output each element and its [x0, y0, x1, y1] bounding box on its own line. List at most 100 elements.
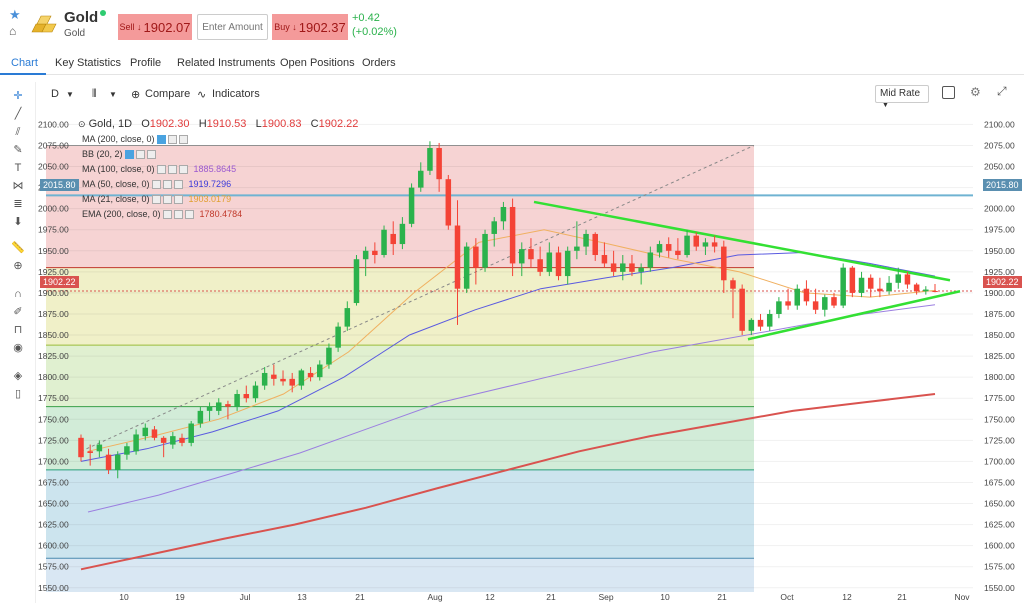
compare-button[interactable]: Compare [145, 88, 191, 100]
ema200-line [80, 393, 936, 571]
instrument-name: Gold [64, 9, 99, 26]
settings-icon[interactable] [167, 135, 177, 145]
parallel-lines-icon[interactable]: ⫽ [15, 126, 21, 138]
candle-body [252, 385, 259, 399]
tab-open-positions[interactable]: Open Positions [280, 57, 355, 69]
candle-body [243, 394, 250, 399]
y-tick-label-right: 1950.00 [984, 246, 1015, 256]
interval-select[interactable]: D [51, 88, 59, 100]
candle-body [711, 242, 718, 247]
tab-profile[interactable]: Profile [130, 57, 162, 69]
y-tick-label-right: 1675.00 [984, 477, 1015, 487]
amount-input[interactable] [197, 14, 268, 40]
high-label: H [198, 118, 207, 130]
magnet-icon[interactable]: ∩ [14, 288, 22, 300]
candle-body [831, 297, 837, 306]
trash-icon[interactable]: ▯ [14, 388, 22, 400]
text-icon[interactable]: T [14, 162, 22, 174]
buy-button[interactable]: Buy ↓ 1902.37 [272, 14, 348, 40]
lock-drawing-icon[interactable]: ✐ [13, 306, 23, 318]
chart-grid [46, 123, 973, 589]
remove-icon[interactable] [173, 195, 183, 205]
y-tick-label-left: 1700.00 [38, 456, 69, 466]
y-tick-label-right: 1775.00 [984, 393, 1015, 403]
tag-icon[interactable]: ⌂ [9, 24, 17, 38]
x-tick-label: 21 [717, 592, 727, 602]
indicator-value: 1885.8645 [193, 164, 237, 174]
trendline-icon[interactable]: ╱ [14, 108, 22, 120]
candle-body [693, 235, 700, 247]
visibility-toggle-icon[interactable] [156, 165, 166, 175]
remove-icon[interactable] [173, 180, 183, 190]
remove-icon[interactable] [184, 210, 194, 220]
candle-body [454, 225, 461, 289]
indicator-row: MA (200, close, 0) [82, 133, 188, 145]
candle-body [298, 370, 305, 386]
brush-icon[interactable]: ✎ [13, 144, 23, 156]
settings-icon[interactable] [167, 165, 177, 175]
y-tick-label-right: 1725.00 [984, 435, 1015, 445]
visibility-toggle-icon[interactable] [156, 135, 166, 145]
remove-icon[interactable] [146, 150, 156, 160]
settings-icon[interactable] [173, 210, 183, 220]
ruler-icon[interactable]: 📏 [11, 242, 25, 254]
settings-icon[interactable] [162, 195, 172, 205]
settings-icon[interactable] [162, 180, 172, 190]
candle-body [271, 374, 277, 379]
interval-chevron-icon[interactable]: ▼ [66, 90, 74, 99]
screenshot-icon[interactable] [942, 86, 955, 99]
indicator-row: BB (20, 2) [82, 148, 156, 160]
y-tick-label-right: 1625.00 [984, 520, 1015, 530]
ma50-line [80, 251, 936, 462]
candle-body [160, 437, 167, 443]
indicator-lines [80, 145, 961, 571]
candle-body [96, 444, 103, 452]
candle-body [895, 274, 902, 283]
crosshair-icon[interactable]: ✛ [13, 90, 23, 102]
collapse-legend-icon[interactable]: ⊙ [78, 119, 86, 129]
price-source-select[interactable]: Mid Rate ▼ [875, 85, 929, 109]
tab-related-instruments[interactable]: Related Instruments [177, 57, 276, 69]
tab-orders[interactable]: Orders [362, 57, 396, 69]
tab-key-statistics[interactable]: Key Statistics [55, 57, 122, 69]
remove-icon[interactable] [178, 165, 188, 175]
price-chart[interactable]: 2100.00 2100.00 2075.00 2075.00 2050.00 2050.… [38, 110, 1024, 603]
y-tick-label-left: 1625.00 [38, 520, 69, 530]
settings-icon[interactable] [135, 150, 145, 160]
y-tick-label-left: 1750.00 [38, 414, 69, 424]
lock-icon[interactable]: ⊓ [13, 324, 23, 336]
sell-button[interactable]: Sell ↓ 1902.07 [118, 14, 192, 40]
visibility-toggle-icon[interactable] [151, 195, 161, 205]
candle-body [151, 429, 158, 438]
candle-body [583, 233, 589, 247]
pattern-icon[interactable]: ⋈ [12, 180, 24, 192]
indicators-icon[interactable]: ∿ [197, 89, 207, 101]
layers-icon[interactable]: ◈ [13, 370, 23, 382]
x-tick-label: 10 [119, 592, 129, 602]
visibility-toggle-icon[interactable] [162, 210, 172, 220]
candle-type-chevron-icon[interactable]: ▼ [109, 90, 117, 99]
arrow-down-icon[interactable]: ⬇ [13, 216, 23, 228]
fullscreen-icon[interactable]: ⤢ [997, 84, 1007, 98]
lower-trendline [747, 290, 961, 341]
visibility-toggle-icon[interactable] [151, 180, 161, 190]
tab-chart[interactable]: Chart [11, 57, 38, 69]
low-label: L [255, 118, 262, 130]
zoom-in-icon[interactable]: ⊕ [13, 260, 23, 272]
favorite-star-icon[interactable]: ★ [9, 7, 21, 22]
candle-body [225, 404, 231, 407]
candle-body [867, 277, 874, 289]
visibility-toggle-icon[interactable] [124, 150, 134, 160]
indicators-button[interactable]: Indicators [212, 88, 260, 100]
remove-icon[interactable] [178, 135, 188, 145]
candle-body [684, 235, 690, 256]
fib-icon[interactable]: ≣ [13, 198, 23, 210]
y-tick-label-left: 1975.00 [38, 225, 69, 235]
compare-icon[interactable]: ⊕ [131, 89, 141, 101]
settings-gear-icon[interactable]: ⚙ [970, 85, 981, 99]
candle-type-icon[interactable]: ⫴ [92, 88, 97, 100]
candle-body [776, 301, 782, 314]
eye-icon[interactable]: ◉ [13, 342, 23, 354]
candle-body [923, 289, 929, 292]
y-tick-label-right: 1825.00 [984, 351, 1015, 361]
